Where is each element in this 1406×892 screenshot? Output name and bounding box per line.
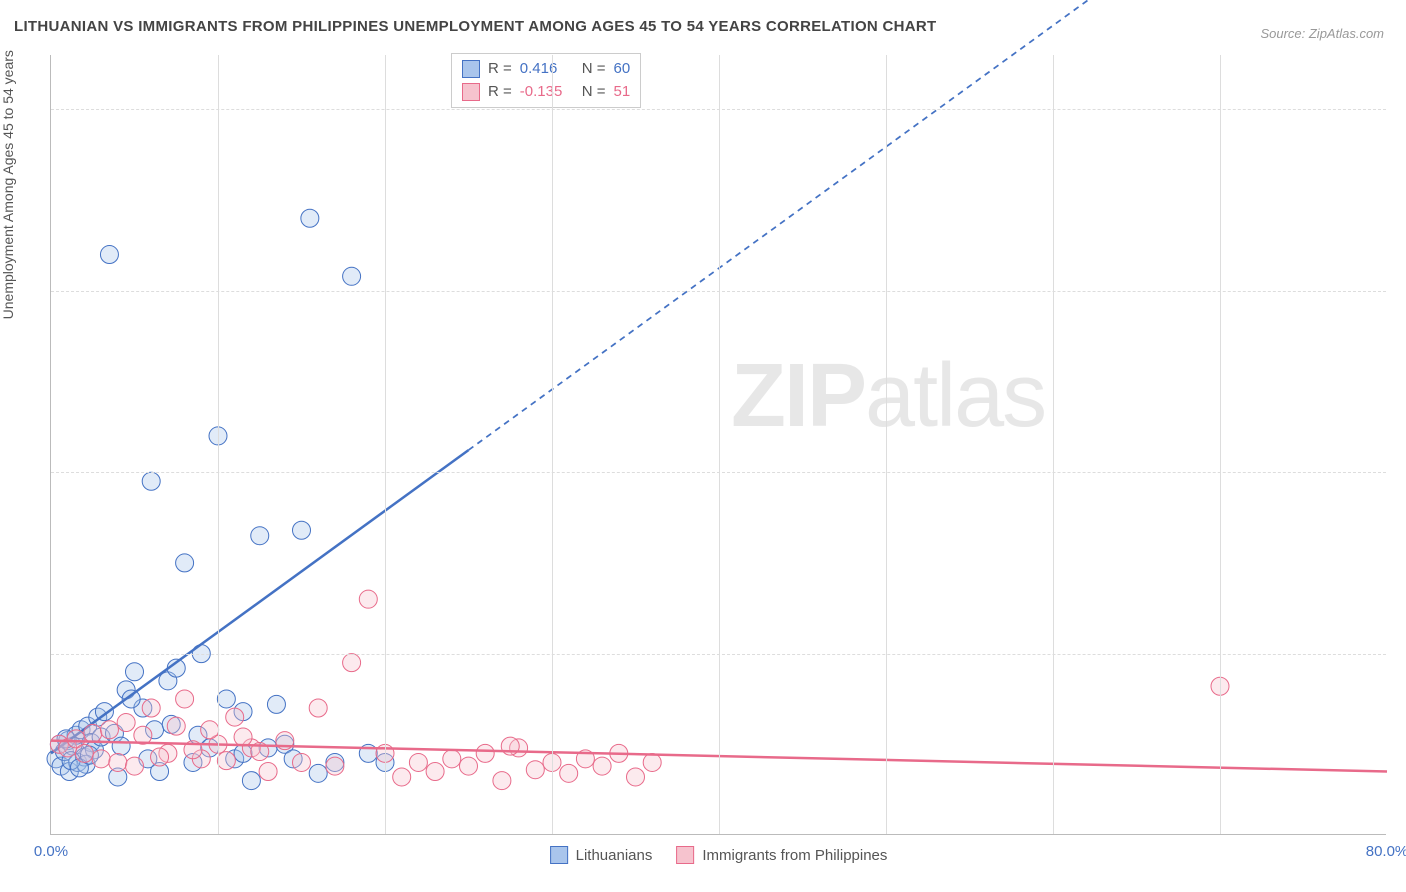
scatter-point — [117, 714, 135, 732]
scatter-point — [293, 521, 311, 539]
legend-swatch — [676, 846, 694, 864]
correlation-box: R = 0.416 N = 60 R = -0.135 N = 51 — [451, 53, 641, 108]
x-tick-label: 80.0% — [1366, 843, 1406, 860]
gridline-vertical — [886, 55, 887, 834]
scatter-point — [643, 753, 661, 771]
scatter-point — [627, 768, 645, 786]
scatter-point — [242, 772, 260, 790]
chart-title: LITHUANIAN VS IMMIGRANTS FROM PHILIPPINE… — [14, 18, 937, 35]
scatter-point — [176, 554, 194, 572]
scatter-point — [309, 764, 327, 782]
scatter-point — [126, 663, 144, 681]
scatter-point — [393, 768, 411, 786]
r-label: R = — [488, 58, 512, 81]
gridline-vertical — [385, 55, 386, 834]
gridline-vertical — [1053, 55, 1054, 834]
scatter-point — [112, 737, 130, 755]
scatter-point — [100, 721, 118, 739]
scatter-point — [593, 757, 611, 775]
y-tick-label: 10.0% — [1396, 645, 1406, 662]
scatter-point — [100, 246, 118, 264]
scatter-point — [293, 753, 311, 771]
scatter-point — [234, 728, 252, 746]
n-value: 60 — [614, 58, 631, 81]
scatter-point — [142, 699, 160, 717]
scatter-point — [426, 763, 444, 781]
legend-item: Immigrants from Philippines — [676, 846, 887, 864]
scatter-point — [443, 750, 461, 768]
scatter-point — [126, 757, 144, 775]
trend-line-solid — [51, 450, 469, 753]
scatter-point — [560, 764, 578, 782]
scatter-point — [176, 690, 194, 708]
r-value: 0.416 — [520, 58, 574, 81]
correlation-row: R = -0.135 N = 51 — [462, 81, 630, 104]
scatter-point — [526, 761, 544, 779]
scatter-point — [167, 717, 185, 735]
scatter-point — [109, 753, 127, 771]
gridline-vertical — [552, 55, 553, 834]
scatter-point — [142, 472, 160, 490]
series-swatch — [462, 83, 480, 101]
legend-item: Lithuanians — [550, 846, 653, 864]
gridline-vertical — [1220, 55, 1221, 834]
n-label: N = — [582, 81, 606, 104]
scatter-point — [92, 750, 110, 768]
scatter-point — [259, 763, 277, 781]
scatter-point — [75, 744, 93, 762]
scatter-point — [84, 724, 102, 742]
scatter-point — [476, 744, 494, 762]
y-tick-label: 40.0% — [1396, 101, 1406, 118]
correlation-row: R = 0.416 N = 60 — [462, 58, 630, 81]
n-label: N = — [582, 58, 606, 81]
r-value: -0.135 — [520, 81, 574, 104]
gridline-vertical — [719, 55, 720, 834]
scatter-point — [460, 757, 478, 775]
scatter-point — [409, 753, 427, 771]
scatter-point — [151, 748, 169, 766]
plot-area: ZIPatlas R =0.416N =60R =-0.135N =51 Lit… — [50, 55, 1386, 835]
y-tick-label: 30.0% — [1396, 282, 1406, 299]
legend-label: Lithuanians — [576, 847, 653, 864]
scatter-point — [217, 752, 235, 770]
scatter-point — [343, 267, 361, 285]
n-value: 51 — [614, 81, 631, 104]
scatter-point — [309, 699, 327, 717]
scatter-point — [343, 654, 361, 672]
source-attribution: Source: ZipAtlas.com — [1260, 26, 1384, 41]
scatter-point — [251, 527, 269, 545]
legend-swatch — [550, 846, 568, 864]
y-tick-label: 20.0% — [1396, 464, 1406, 481]
r-label: R = — [488, 81, 512, 104]
y-axis-label: Unemployment Among Ages 45 to 54 years — [0, 50, 16, 319]
scatter-point — [226, 708, 244, 726]
scatter-point — [359, 590, 377, 608]
scatter-point — [217, 690, 235, 708]
series-swatch — [462, 60, 480, 78]
scatter-point — [493, 772, 511, 790]
gridline-vertical — [218, 55, 219, 834]
legend: Lithuanians Immigrants from Philippines — [550, 846, 888, 864]
scatter-point — [267, 695, 285, 713]
legend-label: Immigrants from Philippines — [702, 847, 887, 864]
scatter-point — [201, 721, 219, 739]
x-tick-label: 0.0% — [34, 843, 68, 860]
scatter-point — [301, 209, 319, 227]
scatter-point — [326, 757, 344, 775]
